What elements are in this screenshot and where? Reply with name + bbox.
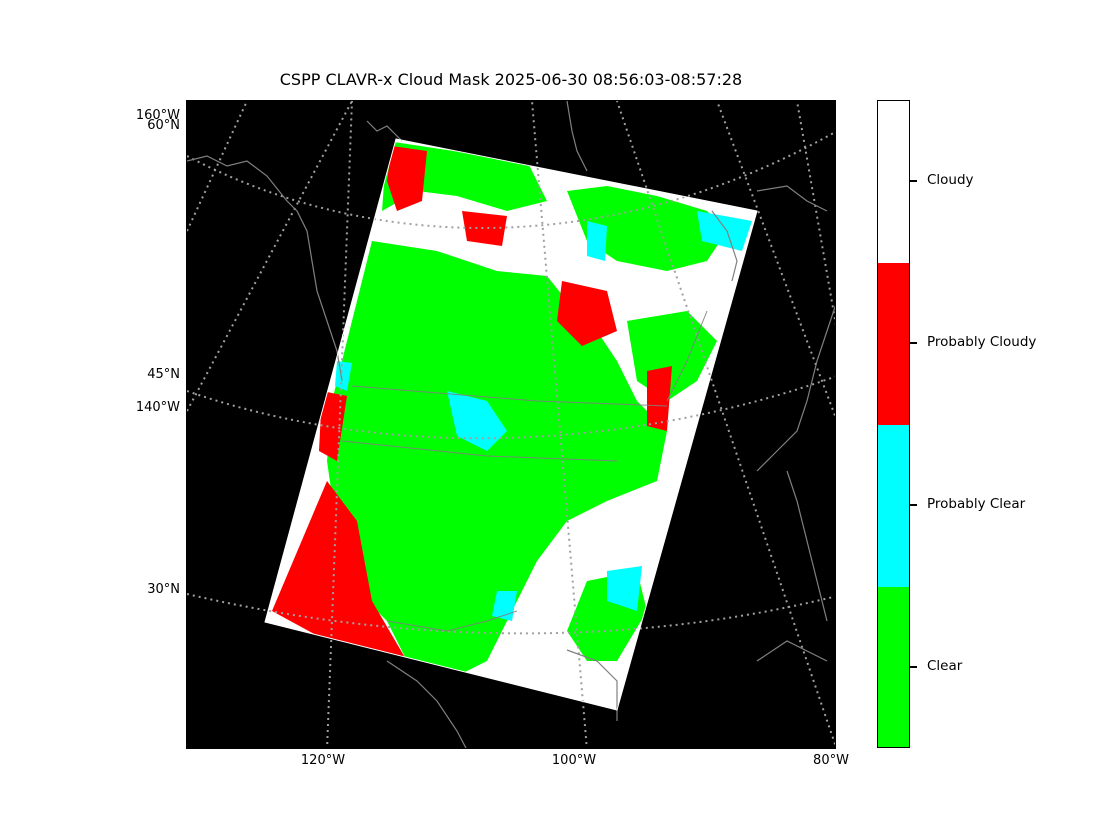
colorbar-segment-clear <box>878 587 909 747</box>
lon-label-120w: 120°W <box>300 753 346 768</box>
probably-clear-patch-2 <box>587 221 607 261</box>
colorbar-segment-probably-cloudy <box>878 263 909 425</box>
probably-cloudy-pacific-1 <box>319 391 347 461</box>
probably-clear-patch-3 <box>697 211 752 251</box>
lat-label-60n: 60°N <box>147 118 180 133</box>
map-panel <box>186 100 836 749</box>
chart-title: CSPP CLAVR-x Cloud Mask 2025-06-30 08:56… <box>279 70 743 89</box>
clear-region-central <box>327 241 667 676</box>
probably-clear-patch-4 <box>607 566 642 611</box>
colorbar-label-probably-clear: Probably Clear <box>927 496 1026 512</box>
colorbar-tick <box>910 666 917 668</box>
colorbar-segment-cloudy <box>878 101 909 263</box>
colorbar-tick <box>910 180 917 182</box>
coastlines <box>187 101 835 748</box>
swath-mask-fields <box>272 141 752 676</box>
colorbar-tick <box>910 342 917 344</box>
lon-label-160w: 160°W <box>135 108 180 123</box>
colorbar-segment-probably-clear <box>878 425 909 587</box>
state-borders <box>341 310 708 632</box>
lon-label-80w: 80°W <box>813 753 849 768</box>
clear-region-northeast <box>567 186 727 271</box>
lon-label-100w: 100°W <box>551 753 597 768</box>
colorbar-label-cloudy: Cloudy <box>927 172 974 188</box>
colorbar <box>877 100 910 748</box>
colorbar-label-probably-cloudy: Probably Cloudy <box>927 334 1037 350</box>
graticule <box>187 101 835 748</box>
swath-outline <box>264 138 758 711</box>
probably-clear-patch-6 <box>335 361 352 391</box>
probably-cloudy-dakota <box>557 281 617 346</box>
colorbar-tick <box>910 504 917 506</box>
lon-label-140w: 140°W <box>135 400 180 415</box>
probably-cloudy-east <box>647 366 672 431</box>
lat-label-30n: 30°N <box>147 582 180 597</box>
clear-region-west-coast <box>337 401 362 521</box>
probably-cloudy-north <box>462 211 507 246</box>
probably-clear-patch-1 <box>447 391 507 451</box>
colorbar-label-clear: Clear <box>927 658 963 674</box>
probably-cloudy-northwest <box>387 146 427 211</box>
lat-label-45n: 45°N <box>147 367 180 382</box>
map-svg <box>187 101 835 748</box>
